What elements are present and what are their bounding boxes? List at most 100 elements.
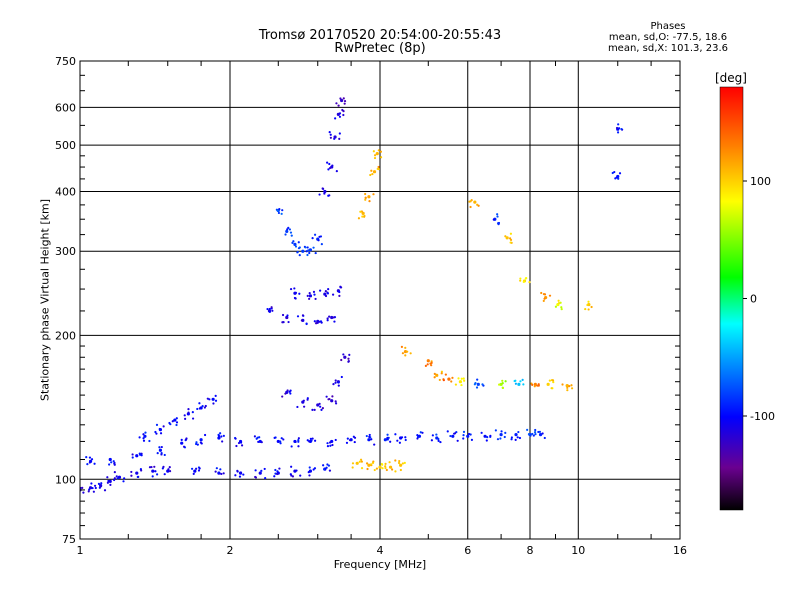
data-point	[533, 431, 537, 434]
data-point	[501, 379, 504, 382]
data-point	[372, 193, 375, 196]
data-point	[318, 193, 321, 196]
data-point	[85, 456, 88, 459]
data-point	[368, 200, 371, 203]
data-point	[290, 465, 293, 468]
data-point	[106, 481, 109, 484]
data-point	[560, 308, 563, 311]
data-point	[324, 289, 327, 293]
data-point	[310, 439, 313, 442]
data-point	[167, 468, 170, 471]
data-point	[519, 380, 522, 383]
data-point	[504, 431, 507, 434]
data-point	[386, 433, 389, 436]
data-point	[338, 294, 341, 297]
data-point	[451, 434, 455, 438]
data-point	[394, 459, 397, 462]
data-point	[136, 475, 139, 479]
data-point	[343, 355, 347, 359]
data-points	[80, 97, 624, 494]
data-point	[159, 432, 163, 435]
data-point	[433, 372, 436, 375]
data-point	[504, 380, 507, 383]
data-point	[257, 440, 260, 443]
data-point	[390, 468, 394, 471]
data-point	[163, 453, 166, 457]
data-point	[518, 436, 522, 440]
data-point	[290, 445, 293, 448]
data-point	[219, 432, 222, 435]
data-point	[297, 241, 300, 244]
data-point	[113, 471, 116, 474]
data-point	[290, 234, 293, 237]
data-point	[485, 439, 488, 442]
data-point	[409, 352, 412, 355]
data-point	[462, 433, 465, 437]
data-point	[106, 476, 109, 479]
data-point	[88, 456, 92, 459]
data-point	[368, 435, 371, 438]
y-tick-label: 200	[55, 329, 76, 342]
data-point	[404, 346, 407, 349]
data-point	[513, 379, 516, 383]
data-point	[298, 292, 301, 295]
data-point	[424, 364, 427, 367]
data-point	[282, 321, 285, 324]
y-tick-label: 75	[62, 533, 76, 546]
data-point	[311, 408, 314, 411]
data-point	[289, 231, 293, 234]
data-point	[499, 433, 503, 437]
data-point	[346, 437, 349, 440]
data-point	[476, 378, 479, 381]
data-point	[337, 381, 340, 384]
data-point	[359, 210, 362, 213]
data-point	[140, 454, 143, 457]
data-point	[278, 208, 281, 211]
data-point	[444, 373, 447, 376]
data-point	[399, 463, 403, 467]
data-point	[239, 441, 243, 444]
data-point	[175, 417, 178, 420]
data-point	[288, 228, 292, 231]
data-point	[268, 307, 271, 311]
data-point	[560, 306, 563, 309]
data-point	[306, 439, 309, 442]
data-point	[81, 486, 84, 489]
data-point	[302, 399, 305, 402]
data-point	[517, 430, 520, 434]
data-point	[273, 475, 276, 478]
data-point	[399, 468, 402, 472]
x-axis-label: Frequency [MHz]	[333, 558, 427, 571]
data-point	[286, 389, 289, 392]
data-point	[480, 431, 483, 434]
data-point	[308, 297, 311, 300]
data-point	[276, 470, 279, 473]
data-point	[542, 292, 546, 296]
data-point	[264, 477, 267, 480]
data-point	[327, 287, 330, 291]
data-point	[365, 434, 368, 438]
data-point	[284, 392, 287, 395]
x-tick-label: 16	[673, 544, 687, 557]
data-point	[401, 462, 404, 465]
data-point	[373, 443, 376, 446]
y-tick-label: 100	[55, 473, 76, 486]
data-point	[379, 156, 383, 159]
data-point	[135, 454, 139, 458]
data-point	[331, 293, 335, 296]
data-point	[537, 430, 540, 434]
data-point	[201, 405, 204, 408]
data-point	[219, 468, 222, 471]
data-point	[234, 437, 237, 440]
data-point	[154, 470, 157, 473]
data-point	[309, 437, 312, 440]
data-point	[285, 316, 289, 320]
data-point	[326, 292, 330, 295]
data-point	[327, 168, 330, 171]
data-point	[320, 408, 323, 411]
data-point	[421, 431, 424, 434]
data-point	[175, 421, 179, 424]
data-point	[154, 430, 157, 434]
data-point	[519, 277, 522, 280]
data-point	[155, 473, 159, 476]
